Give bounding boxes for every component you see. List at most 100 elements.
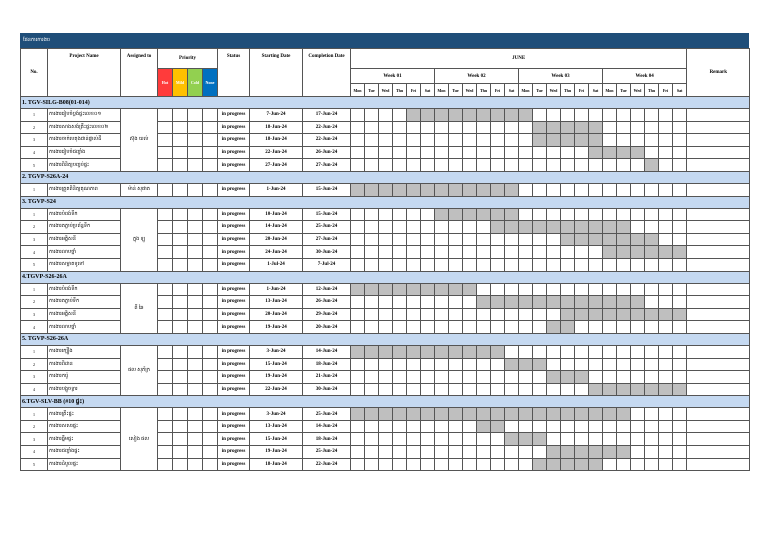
- gantt-cell: [616, 220, 631, 234]
- gantt-cell: [574, 282, 589, 297]
- gantt-cell: [476, 257, 491, 272]
- start-date: 1-Jul-24: [249, 257, 303, 272]
- task-status: in progress: [217, 245, 250, 259]
- task-no: 2: [20, 419, 48, 434]
- priority-empty: [172, 245, 188, 259]
- schedule-table: No. Project Name Assigned to Priority Status…: [19, 48, 751, 472]
- gantt-cell: [602, 145, 617, 160]
- gantt-cell: [671, 357, 688, 372]
- end-date: 22-Jun-24: [302, 457, 351, 472]
- gantt-cell: [364, 320, 379, 334]
- gantt-cell: [434, 145, 449, 160]
- section-row: 6.TGV-SLV-BB (#10 ផ្ទះ): [19, 395, 751, 409]
- gantt-cell: [448, 145, 463, 160]
- gantt-cell: [378, 182, 393, 197]
- priority-empty: [202, 382, 218, 397]
- gantt-cell: [504, 282, 519, 297]
- gantt-cell: [462, 432, 477, 447]
- gantt-cell: [658, 245, 673, 259]
- priority-empty: [202, 344, 218, 359]
- gantt-cell: [476, 220, 491, 234]
- gantt-cell: [392, 419, 407, 434]
- gantt-cell: [406, 207, 421, 222]
- gantt-cell: [658, 445, 673, 459]
- gantt-cell: [518, 232, 533, 247]
- gantt-cell: [378, 108, 393, 122]
- gantt-cell: [602, 432, 617, 447]
- gantt-cell: [518, 108, 533, 122]
- remark-cell: [686, 344, 751, 359]
- gantt-cell: [546, 158, 561, 172]
- priority-empty: [187, 407, 203, 421]
- week-header: Week 03: [518, 68, 603, 84]
- start-date: 7-Jun-24: [249, 108, 303, 122]
- gantt-cell: [476, 108, 491, 122]
- task-row: 4 ការងាររៀបចំជញ្ជាំង in progress 22-Jun-24 2…: [20, 145, 751, 160]
- gantt-cell: [602, 282, 617, 297]
- gantt-cell: [392, 407, 407, 421]
- gantt-cell: [504, 220, 519, 234]
- end-date: 22-Jun-24: [302, 120, 351, 135]
- gantt-cell: [602, 357, 617, 372]
- gantt-cell: [532, 370, 547, 384]
- priority-empty: [202, 282, 218, 297]
- task-name: ការងារតភ្ជាប់ប្រព័ន្ធទឹក: [47, 220, 121, 234]
- priority-empty: [157, 370, 173, 384]
- gantt-cell: [644, 295, 659, 309]
- gantt-cell: [476, 295, 491, 309]
- gantt-cell: [350, 344, 365, 359]
- day-header: Tue: [616, 83, 631, 97]
- gantt-cell: [490, 320, 505, 334]
- task-name: ការងារការ៉ូ: [47, 370, 121, 384]
- remark-cell: [686, 245, 751, 259]
- gantt-cell: [658, 207, 673, 222]
- priority-empty: [157, 207, 173, 222]
- task-no: 1: [20, 182, 48, 197]
- gantt-cell: [546, 344, 561, 359]
- task-status: in progress: [217, 357, 250, 372]
- gantt-cell: [602, 232, 617, 247]
- gantt-cell: [630, 419, 645, 434]
- day-header: Fri: [574, 83, 589, 97]
- gantt-cell: [644, 220, 659, 234]
- remark-cell: [686, 445, 751, 459]
- task-status: in progress: [217, 220, 250, 234]
- gantt-cell: [434, 133, 449, 147]
- gantt-cell: [476, 445, 491, 459]
- gantt-cell: [350, 357, 365, 372]
- start-date: 3-Jun-24: [249, 407, 303, 421]
- gantt-cell: [546, 432, 561, 447]
- day-header: Sat: [420, 83, 435, 97]
- gantt-cell: [434, 357, 449, 372]
- gantt-cell: [671, 282, 688, 297]
- section-row: 5. TGVP-S26-26A: [19, 332, 751, 346]
- gantt-cell: [658, 457, 673, 472]
- gantt-cell: [588, 419, 603, 434]
- gantt-cell: [462, 419, 477, 434]
- gantt-cell: [350, 432, 365, 447]
- gantt-cell: [602, 207, 617, 222]
- priority-empty: [157, 108, 173, 122]
- gantt-cell: [378, 307, 393, 322]
- gantt-cell: [448, 282, 463, 297]
- task-row: 1 ការងារបំពង់ទឹក ក្នុង ឡូ in progress 10-Jun…: [20, 207, 751, 272]
- gantt-cell: [448, 457, 463, 472]
- gantt-cell: [504, 207, 519, 222]
- gantt-cell: [546, 457, 561, 472]
- task-row: 3 ការងារអគ្គិសនី in progress 20-Jun-24 27-Ju…: [20, 232, 751, 247]
- gantt-cell: [476, 158, 491, 172]
- gantt-cell: [406, 357, 421, 372]
- start-date: 24-Jun-24: [249, 245, 303, 259]
- gantt-cell: [630, 120, 645, 135]
- priority-empty: [172, 158, 188, 172]
- end-date: 27-Jun-24: [302, 232, 351, 247]
- gantt-cell: [490, 158, 505, 172]
- start-date: 19-Jun-24: [249, 445, 303, 459]
- priority-empty: [172, 370, 188, 384]
- gantt-cell: [392, 207, 407, 222]
- gantt-cell: [490, 145, 505, 160]
- gantt-cell: [364, 407, 379, 421]
- gantt-cell: [630, 282, 645, 297]
- gantt-cell: [350, 382, 365, 397]
- gantt-cell: [560, 445, 575, 459]
